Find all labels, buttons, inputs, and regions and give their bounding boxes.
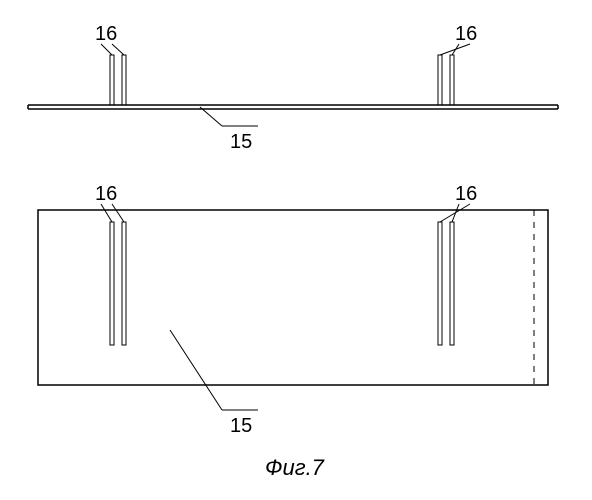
leader-line (112, 44, 124, 55)
top-view-slot (110, 222, 114, 345)
callout-label: 15 (230, 131, 252, 153)
side-view-tab (450, 55, 454, 105)
figure-7: 16 16 15 16 16 15 Фиг.7 (0, 0, 592, 500)
callout-label: 16 (95, 23, 117, 45)
top-view-slot (122, 222, 126, 345)
callout-label: 15 (230, 415, 252, 437)
top-view-slot (450, 222, 454, 345)
leader-line (440, 204, 470, 222)
side-view-tab (110, 55, 114, 105)
callout-label: 16 (95, 183, 117, 205)
side-view-tab (438, 55, 442, 105)
leader-line (170, 330, 222, 410)
callout-label: 16 (455, 183, 477, 205)
leader-line (101, 204, 112, 222)
figure-caption: Фиг.7 (265, 455, 325, 480)
leader-line (101, 44, 112, 55)
leader-line (200, 107, 222, 126)
callout-label: 16 (455, 23, 477, 45)
leader-line (440, 44, 470, 55)
top-view-slot (438, 222, 442, 345)
leader-line (112, 204, 124, 222)
side-view-tab (122, 55, 126, 105)
